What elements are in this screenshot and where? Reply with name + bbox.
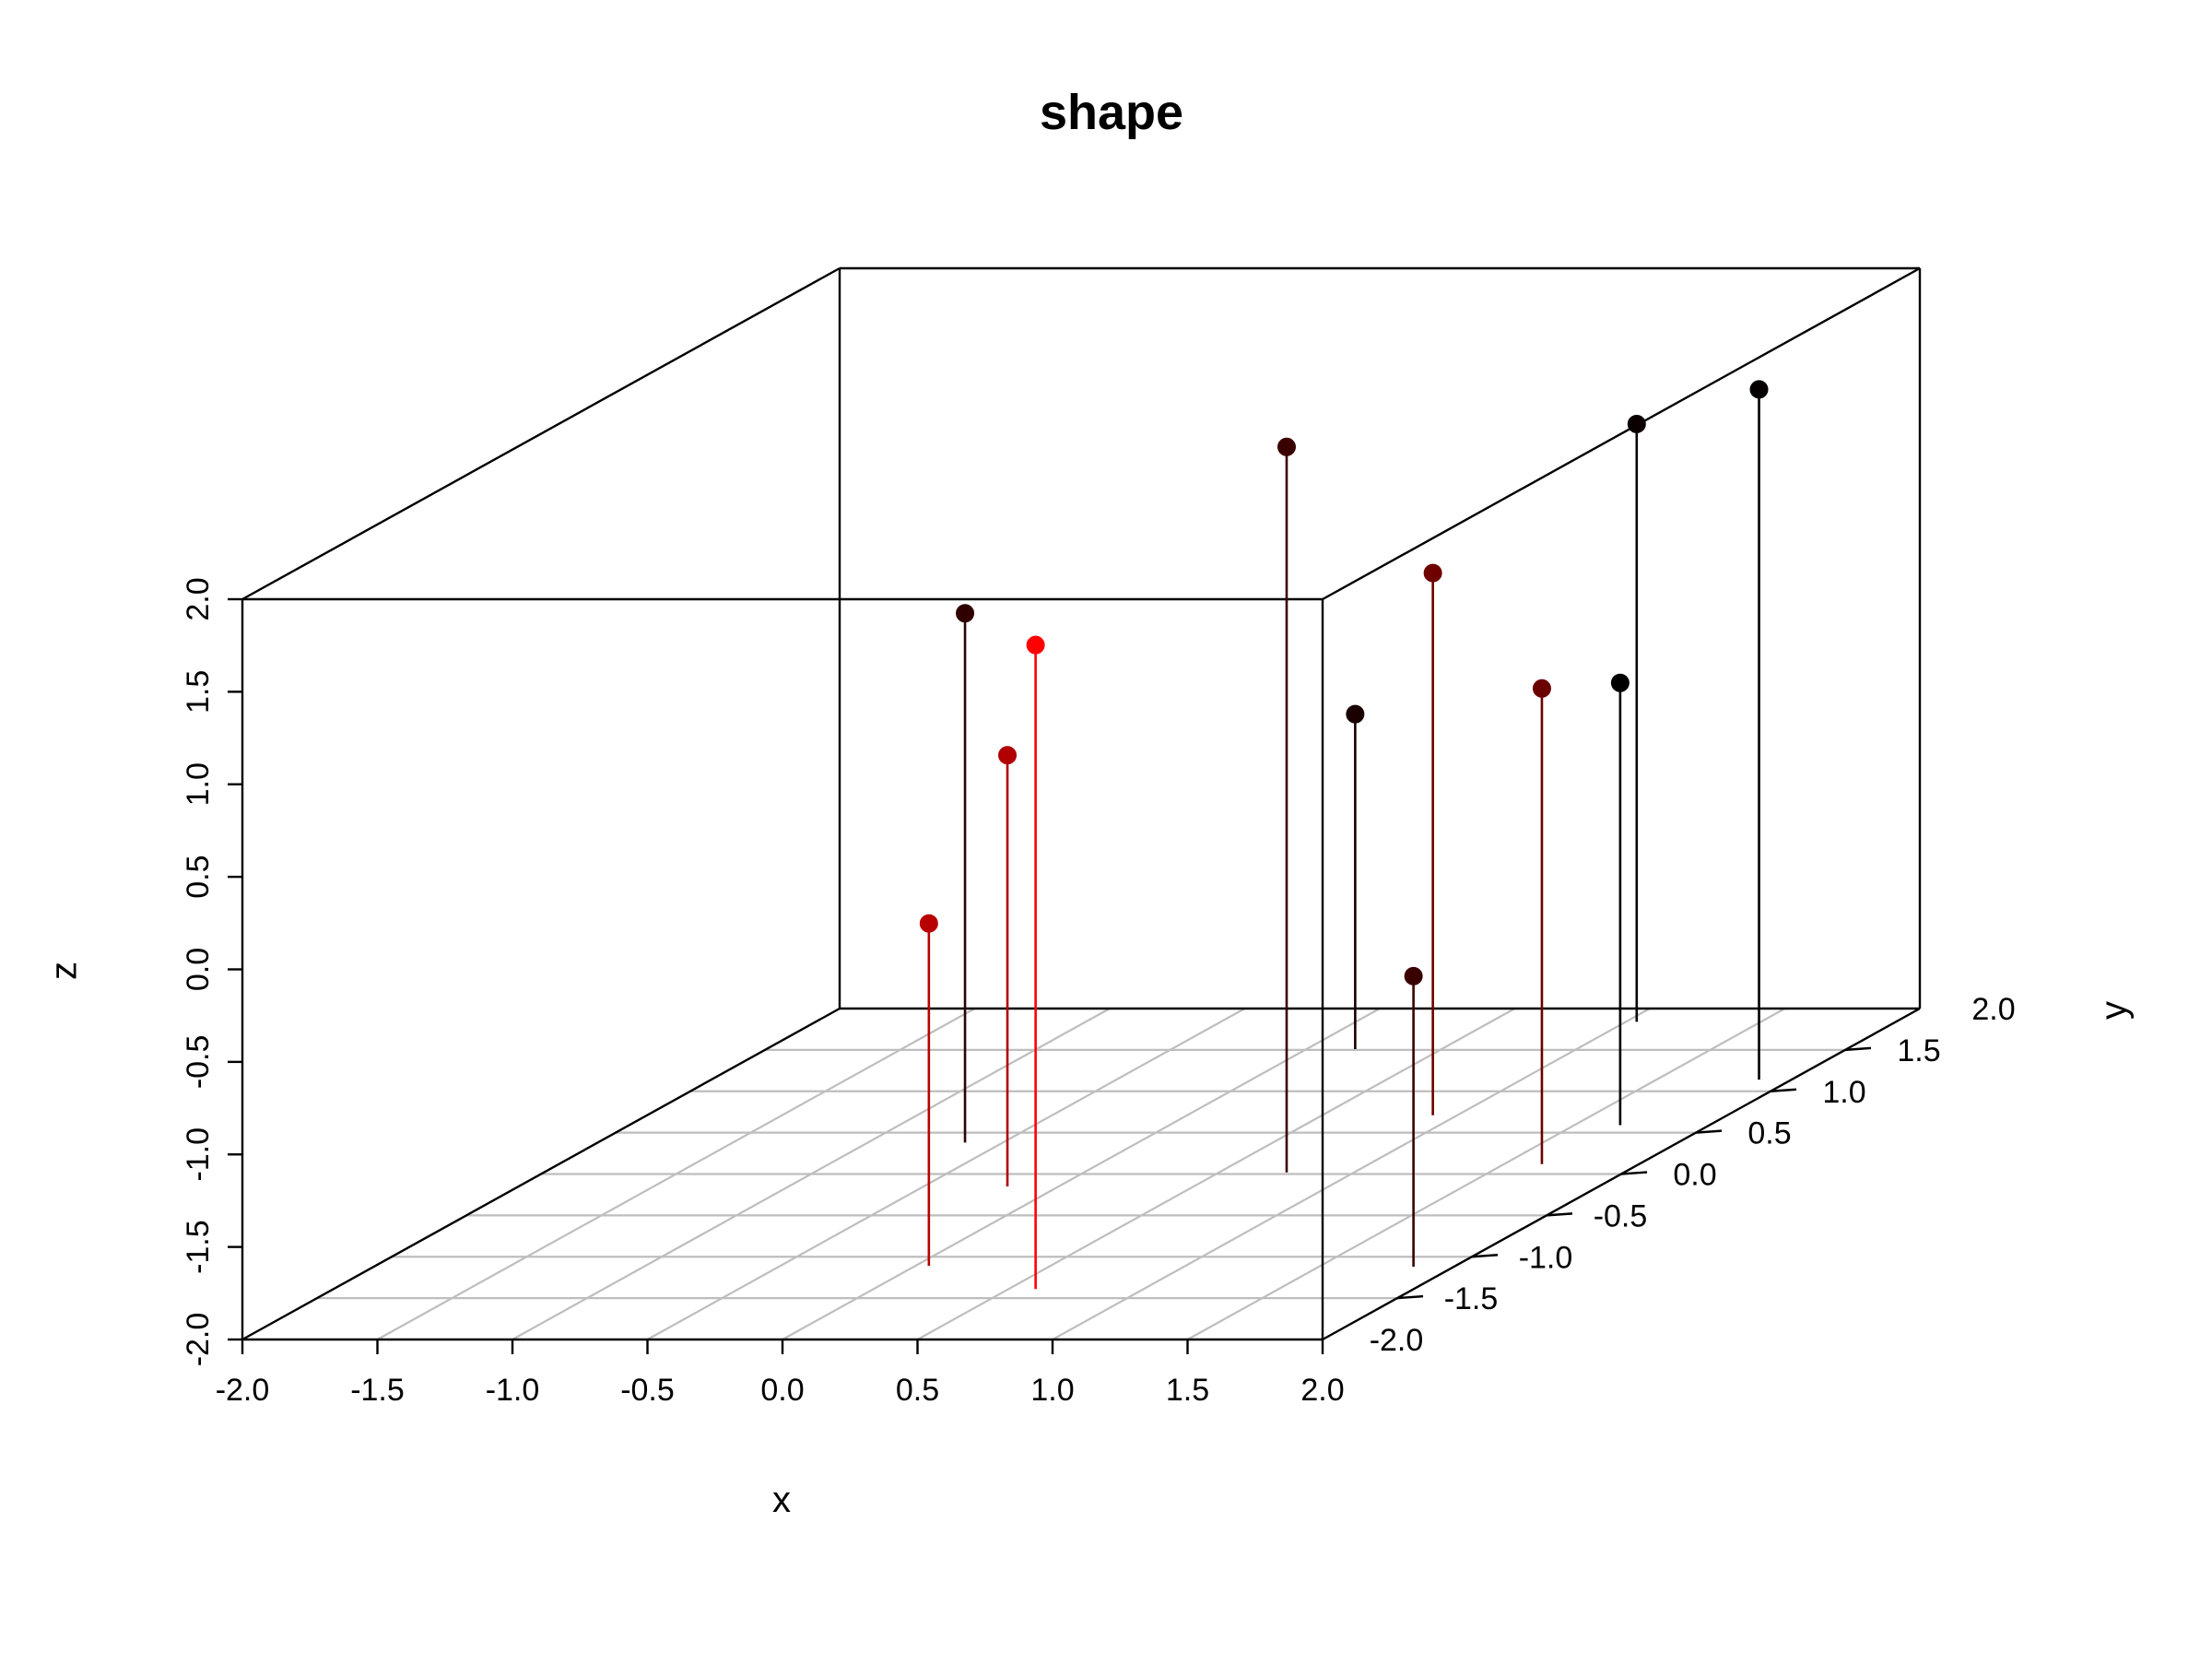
y-tick-label: 2.0 bbox=[1971, 992, 2015, 1027]
y-axis-label: y bbox=[2094, 1001, 2135, 1020]
z-tick-label: -0.5 bbox=[181, 1035, 216, 1090]
z-tick-label: 0.5 bbox=[181, 855, 216, 898]
data-point bbox=[1627, 414, 1646, 433]
y-tick bbox=[1844, 1046, 1872, 1052]
x-axis-label: x bbox=[772, 1480, 791, 1520]
x-tick-label: -0.5 bbox=[620, 1373, 675, 1408]
y-tick-label: 1.0 bbox=[1822, 1075, 1865, 1110]
data-point bbox=[1423, 563, 1442, 583]
y-tick bbox=[1620, 1171, 1648, 1175]
y-tick bbox=[1396, 1294, 1424, 1300]
z-tick-label: 1.5 bbox=[181, 670, 216, 714]
data-point bbox=[1026, 635, 1045, 655]
axes: -2.0 -1.5 -1.0 -0.5 0.0 0.5 1.0 1.5 2.0-2.0-1.5-… bbox=[181, 577, 2016, 1408]
y-tick-label: -1.0 bbox=[1519, 1240, 1573, 1275]
z-tick-label: 0.0 bbox=[181, 948, 216, 991]
data-point bbox=[1749, 380, 1769, 399]
z-axis-label: z bbox=[44, 962, 85, 980]
data-points bbox=[919, 380, 1769, 1290]
z-tick-label: -2.0 bbox=[181, 1313, 216, 1367]
y-tick bbox=[1770, 1088, 1797, 1092]
x-tick-label: -1.0 bbox=[486, 1373, 540, 1408]
x-tick-label: -2.0 bbox=[216, 1373, 270, 1408]
x-tick-label: 0.0 bbox=[760, 1373, 804, 1408]
z-tick-label: 2.0 bbox=[181, 577, 216, 620]
y-tick-label: -0.5 bbox=[1594, 1198, 1648, 1233]
x-tick-label: 2.0 bbox=[1300, 1373, 1344, 1408]
data-point bbox=[1404, 966, 1423, 985]
box-edge bbox=[1322, 266, 1921, 601]
plot-box bbox=[241, 266, 1922, 1341]
y-tick-label: 1.5 bbox=[1897, 1033, 1940, 1068]
floor-grid bbox=[317, 1008, 1845, 1340]
x-tick-label: 1.0 bbox=[1030, 1373, 1074, 1408]
data-point bbox=[956, 604, 975, 623]
data-point bbox=[919, 914, 938, 933]
z-tick-label: 1.0 bbox=[181, 762, 216, 806]
y-tick bbox=[1695, 1129, 1723, 1134]
box-edge bbox=[241, 1007, 841, 1341]
z-tick-label: -1.0 bbox=[181, 1127, 216, 1182]
data-point bbox=[1277, 437, 1296, 456]
chart-title: shape bbox=[1040, 85, 1183, 140]
data-point bbox=[998, 746, 1018, 765]
data-point bbox=[1610, 673, 1630, 692]
box-edge bbox=[241, 266, 841, 601]
y-tick-label: 0.0 bbox=[1673, 1158, 1716, 1193]
data-point bbox=[1346, 704, 1365, 724]
y-tick-label: 0.5 bbox=[1747, 1116, 1791, 1151]
y-tick-label: -1.5 bbox=[1444, 1281, 1499, 1316]
x-tick-label: 0.5 bbox=[896, 1373, 939, 1408]
y-tick-label: -2.0 bbox=[1370, 1323, 1424, 1358]
x-tick-label: 1.5 bbox=[1166, 1373, 1209, 1408]
y-tick bbox=[1546, 1212, 1573, 1217]
y-tick bbox=[1471, 1254, 1499, 1258]
z-tick-label: -1.5 bbox=[181, 1220, 216, 1274]
data-point bbox=[1532, 679, 1551, 698]
x-tick-label: -1.5 bbox=[350, 1373, 405, 1408]
